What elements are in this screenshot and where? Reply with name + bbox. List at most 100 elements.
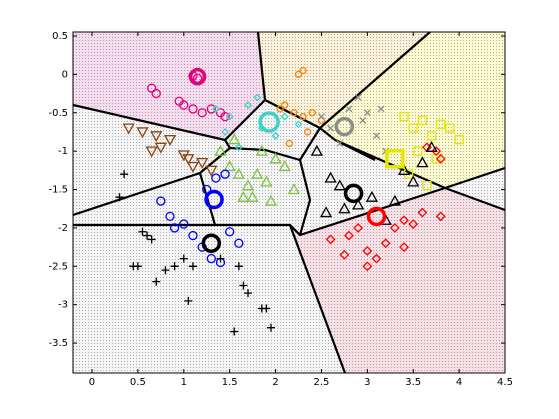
point <box>397 163 411 175</box>
point <box>325 234 336 245</box>
point <box>257 304 266 313</box>
point <box>188 104 198 114</box>
point <box>204 189 224 210</box>
point <box>145 146 158 158</box>
point <box>186 161 200 173</box>
point <box>343 183 364 204</box>
point <box>416 156 429 168</box>
point <box>206 253 216 264</box>
point <box>170 262 179 271</box>
point <box>179 100 189 110</box>
point <box>197 108 207 118</box>
point <box>269 152 282 164</box>
point <box>177 150 190 162</box>
point <box>234 143 243 152</box>
point <box>115 193 124 202</box>
point <box>435 153 446 164</box>
point <box>385 149 405 169</box>
point <box>435 211 446 222</box>
x-tick-label: 4 <box>456 377 462 388</box>
point <box>211 173 221 183</box>
point <box>299 66 307 75</box>
point <box>310 144 323 156</box>
point <box>179 219 189 229</box>
y-tick-label: -3.5 <box>48 338 68 349</box>
point <box>425 140 438 152</box>
point <box>182 154 195 166</box>
point <box>345 105 353 113</box>
point <box>280 112 289 121</box>
x-tick-label: 1.5 <box>222 377 238 388</box>
point <box>154 142 167 154</box>
point <box>436 119 446 129</box>
point <box>366 206 387 227</box>
y-tick-label: -2 <box>58 223 68 234</box>
point <box>271 131 280 140</box>
x-tick-label: 4.5 <box>497 377 513 388</box>
point <box>147 83 157 93</box>
point <box>220 111 230 122</box>
point <box>232 167 245 179</box>
point <box>290 109 298 117</box>
point <box>333 179 346 191</box>
point <box>244 101 252 110</box>
point <box>363 109 371 117</box>
point <box>179 254 188 263</box>
point <box>294 70 303 79</box>
point <box>317 113 325 121</box>
point <box>138 227 147 236</box>
point <box>431 146 442 157</box>
point <box>239 281 248 290</box>
y-tick-label: -2.5 <box>48 261 68 272</box>
point <box>417 115 428 126</box>
point <box>287 183 301 195</box>
point <box>251 167 264 179</box>
point <box>454 134 464 145</box>
point <box>151 88 161 99</box>
point <box>228 133 241 145</box>
point <box>377 105 385 113</box>
x-tick-label: 2 <box>272 377 278 388</box>
y-tick-label: -1 <box>58 146 68 157</box>
point <box>354 93 362 101</box>
point <box>339 249 350 260</box>
point <box>211 105 220 113</box>
point <box>122 123 135 135</box>
point <box>264 194 278 206</box>
point <box>258 111 280 133</box>
point <box>334 116 355 137</box>
point <box>299 112 307 121</box>
point <box>237 190 250 202</box>
point <box>407 175 420 187</box>
point <box>188 262 197 271</box>
point <box>253 93 262 102</box>
x-tick-label: 3 <box>364 377 370 388</box>
point <box>120 170 129 179</box>
point <box>373 132 380 140</box>
point <box>246 190 259 202</box>
point <box>221 128 229 136</box>
point <box>152 277 161 286</box>
point <box>380 238 391 249</box>
point <box>304 128 312 136</box>
point <box>225 227 235 237</box>
point <box>196 158 209 169</box>
point <box>408 123 418 133</box>
point <box>308 109 316 117</box>
point <box>344 230 354 241</box>
point <box>165 211 175 222</box>
x-tick-label: 3.5 <box>405 377 421 388</box>
point <box>147 235 156 244</box>
point <box>426 131 437 141</box>
point <box>422 181 432 191</box>
point <box>266 323 275 332</box>
point <box>399 215 409 226</box>
point <box>133 262 142 271</box>
point <box>362 246 373 256</box>
point <box>417 207 428 218</box>
point <box>216 254 225 263</box>
point <box>201 233 222 254</box>
point <box>276 105 284 113</box>
point <box>214 144 227 156</box>
point <box>230 327 239 336</box>
